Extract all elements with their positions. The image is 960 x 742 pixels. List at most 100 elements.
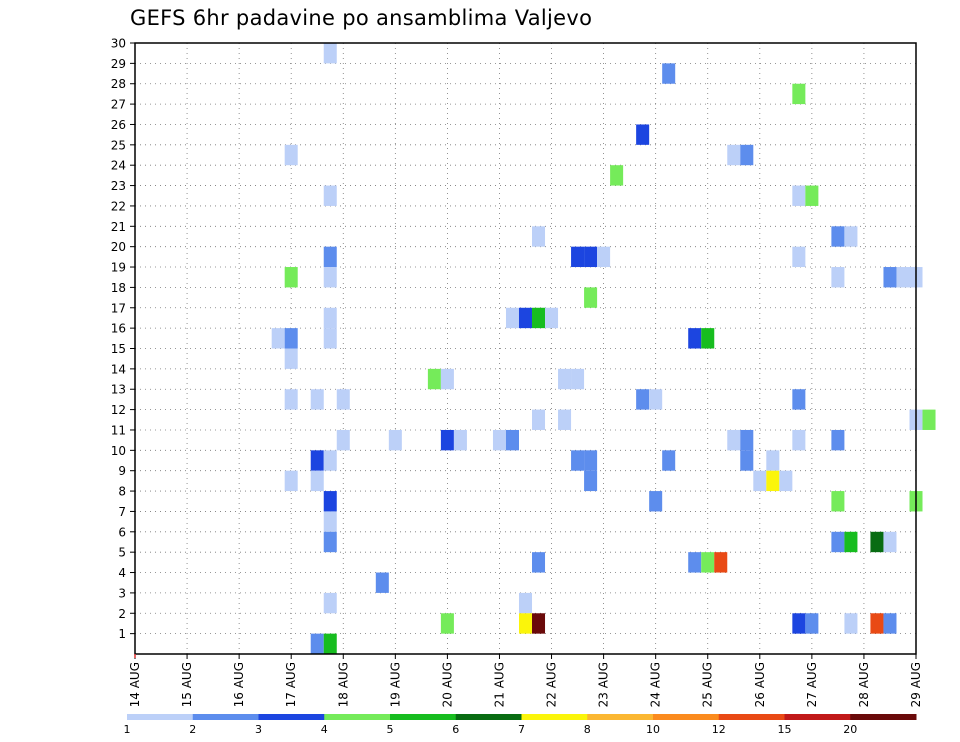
legend-swatch — [390, 714, 457, 720]
precip-cell — [740, 429, 754, 451]
precip-cell — [701, 552, 715, 573]
y-tick-label: 17 — [111, 301, 126, 315]
precip-cell — [792, 246, 806, 268]
precip-cell — [323, 592, 337, 614]
precip-cell — [727, 429, 741, 451]
precip-cell — [740, 144, 754, 166]
chart-title: GEFS 6hr padavine po ansamblima Valjevo — [130, 6, 593, 30]
y-tick-label: 21 — [111, 220, 126, 234]
legend-label: 5 — [387, 723, 394, 736]
legend-swatch — [258, 714, 325, 720]
grid-lines — [135, 43, 916, 654]
x-tick-label: 27 AUG — [805, 662, 819, 707]
x-tick-label: 28 AUG — [857, 662, 871, 707]
precip-cell — [323, 267, 337, 288]
precip-cell — [701, 328, 715, 349]
precip-cell — [323, 246, 337, 268]
legend-label: 6 — [452, 723, 459, 736]
precip-cell — [805, 613, 819, 634]
precip-cell — [753, 470, 767, 492]
precip-cell — [792, 429, 806, 451]
y-tick-label: 26 — [111, 118, 126, 132]
precip-cell — [310, 633, 324, 654]
precip-cell — [440, 613, 454, 634]
precip-cell — [792, 389, 806, 410]
precip-cell — [284, 348, 298, 369]
precip-cell — [831, 531, 845, 553]
y-tick-label: 14 — [111, 362, 126, 376]
x-tick-label: 14 AUG — [128, 662, 142, 707]
x-tick-label: 16 AUG — [232, 662, 246, 707]
precip-cell — [323, 511, 337, 532]
y-tick-label: 29 — [111, 57, 126, 71]
precip-cell — [323, 531, 337, 553]
precip-cell — [740, 450, 754, 471]
precip-cell — [571, 368, 585, 390]
precip-cell — [805, 185, 819, 206]
x-tick-label: 23 AUG — [597, 662, 611, 707]
y-tick-label: 6 — [118, 525, 126, 539]
precip-cell — [310, 389, 324, 410]
x-axis: 14 AUG 15 AUG 16 AUG 17 AUG 18 AUG 19 AUG 20 A… — [128, 654, 923, 707]
legend-swatch — [850, 714, 917, 720]
y-tick-label: 18 — [111, 281, 126, 295]
x-tick-label: 22 AUG — [545, 662, 559, 707]
precip-cell — [323, 328, 337, 349]
precip-cell — [284, 470, 298, 492]
precip-cell — [896, 267, 910, 288]
precip-cell — [558, 409, 572, 430]
legend-swatch — [718, 714, 785, 720]
precip-cell — [636, 389, 650, 410]
y-tick-label: 9 — [118, 464, 126, 478]
y-tick-label: 20 — [111, 240, 126, 254]
precip-cell — [323, 633, 337, 654]
y-tick-label: 3 — [118, 586, 126, 600]
precip-cell — [766, 470, 780, 492]
legend-label: 10 — [646, 723, 660, 736]
precip-cell — [844, 613, 858, 634]
precip-cell — [518, 307, 533, 329]
precip-cell — [323, 185, 337, 206]
precip-cell — [883, 613, 897, 634]
precip-cell — [545, 307, 559, 329]
precip-cell — [831, 429, 845, 451]
y-tick-label: 2 — [118, 607, 126, 621]
precip-cell — [792, 185, 806, 206]
precip-cell — [440, 368, 454, 390]
precip-cell — [831, 267, 845, 288]
y-tick-label: 19 — [111, 261, 126, 275]
legend-label: 1 — [124, 723, 131, 736]
x-tick-label: 17 AUG — [284, 662, 298, 707]
y-tick-label: 25 — [111, 138, 126, 152]
color-legend: 1 2 3 4 5 6 7 8 10 12 15 20 — [124, 714, 917, 736]
precip-cell — [284, 389, 298, 410]
legend-swatch — [587, 714, 654, 720]
precip-cell — [518, 613, 533, 634]
precip-cell — [831, 491, 845, 512]
legend-swatch — [127, 714, 194, 720]
precip-cell — [323, 450, 337, 471]
y-tick-label: 1 — [118, 627, 126, 641]
precip-cell — [571, 246, 585, 268]
y-tick-label: 24 — [111, 159, 126, 173]
precip-cell — [453, 429, 467, 451]
x-tick-label: 15 AUG — [180, 662, 194, 707]
precip-cell — [532, 552, 546, 573]
precip-cell — [571, 450, 585, 471]
legend-label: 2 — [189, 723, 196, 736]
y-tick-label: 5 — [118, 546, 126, 560]
y-tick-label: 10 — [111, 444, 126, 458]
legend-label: 8 — [584, 723, 591, 736]
y-tick-label: 4 — [118, 566, 126, 580]
y-tick-label: 16 — [111, 322, 126, 336]
precip-cell — [284, 144, 298, 166]
legend-swatch — [653, 714, 720, 720]
precip-cell — [610, 165, 624, 186]
precip-cell — [388, 429, 402, 451]
y-tick-label: 13 — [111, 383, 126, 397]
precip-cell — [922, 409, 936, 430]
precip-cell — [505, 307, 519, 329]
precip-cell — [558, 368, 572, 390]
y-tick-label: 30 — [111, 37, 126, 51]
